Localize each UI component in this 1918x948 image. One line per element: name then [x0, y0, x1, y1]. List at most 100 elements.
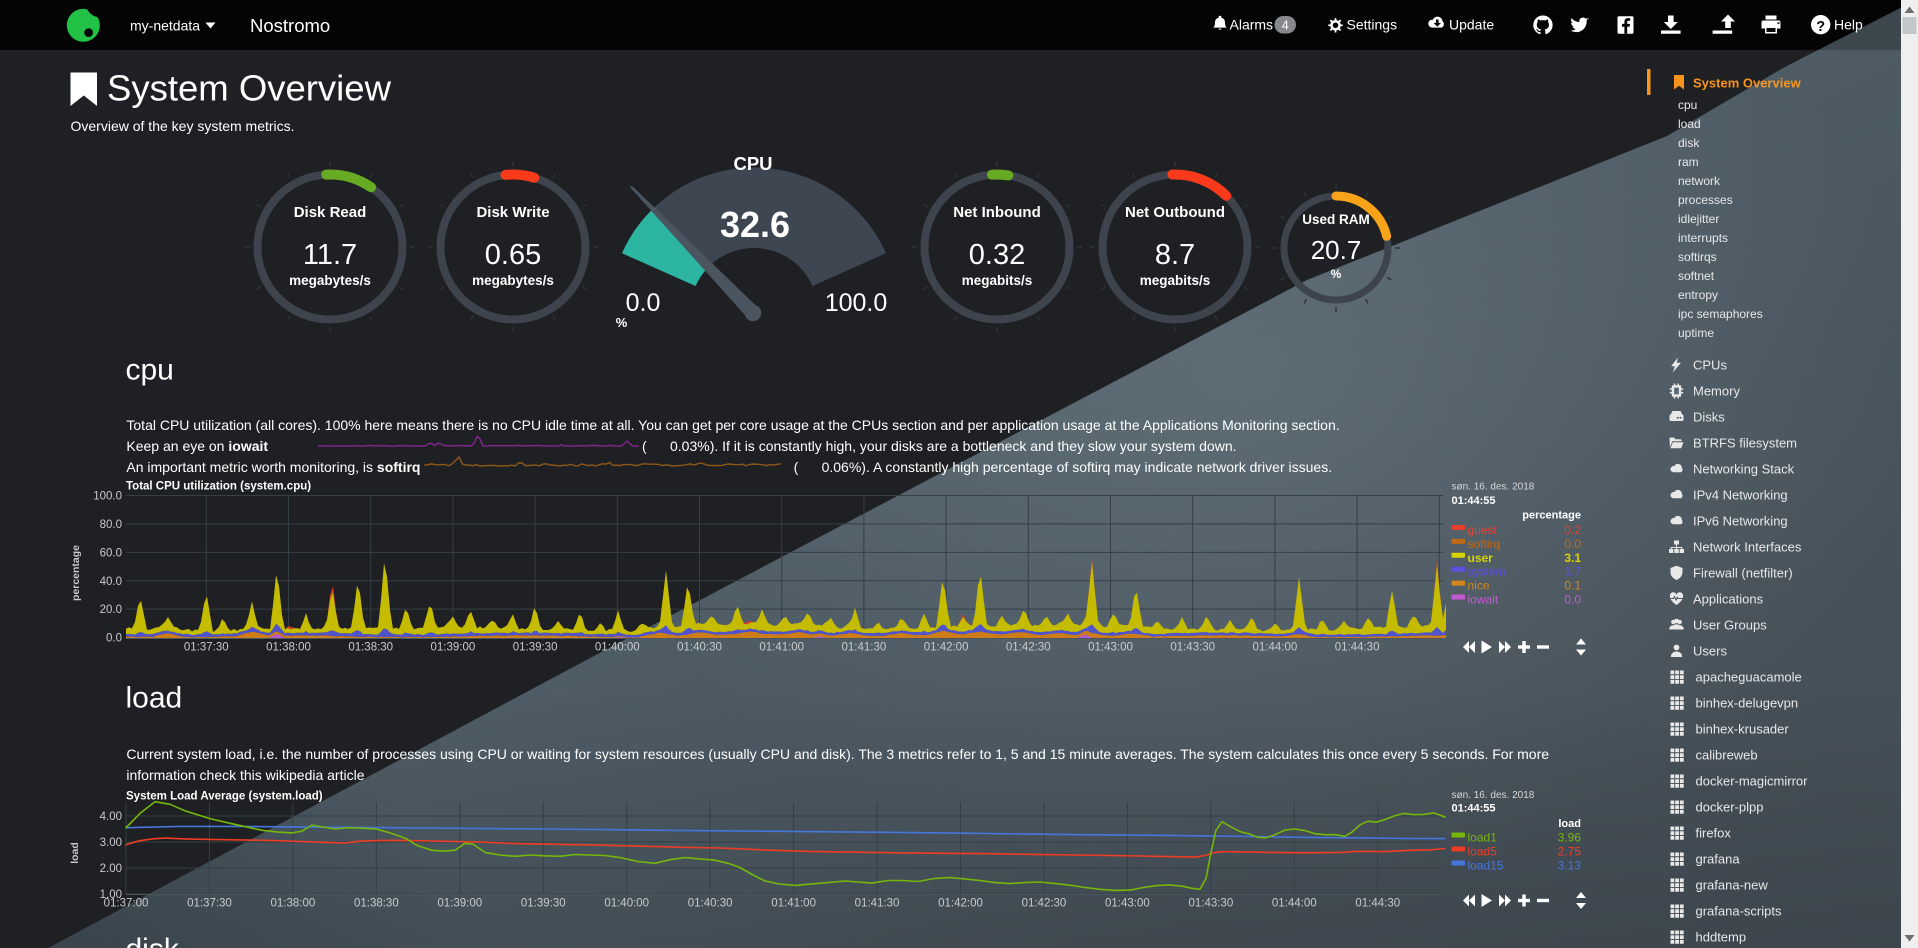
- svg-text:32.6: 32.6: [720, 204, 790, 245]
- svg-text:01:44:00: 01:44:00: [1272, 898, 1317, 910]
- svg-text:cpu: cpu: [1678, 98, 1697, 112]
- svg-text:CPUs: CPUs: [1693, 357, 1727, 372]
- svg-text:grafana-scripts: grafana-scripts: [1696, 903, 1782, 918]
- svg-text:IPv6 Networking: IPv6 Networking: [1693, 513, 1788, 528]
- svg-text:0.0: 0.0: [1564, 593, 1581, 607]
- svg-text:load: load: [126, 682, 183, 715]
- svg-text:4.00: 4.00: [100, 811, 122, 823]
- svg-text:01:42:30: 01:42:30: [1022, 898, 1067, 910]
- svg-text:0.0: 0.0: [106, 633, 122, 645]
- svg-text:01:44:55: 01:44:55: [1452, 803, 1496, 815]
- svg-text:hddtemp: hddtemp: [1696, 929, 1747, 944]
- svg-text:grafana-new: grafana-new: [1696, 877, 1769, 892]
- svg-text:2.00: 2.00: [100, 863, 122, 875]
- svg-text:01:41:30: 01:41:30: [842, 642, 887, 654]
- svg-text:01:39:30: 01:39:30: [521, 898, 566, 910]
- svg-text:network: network: [1678, 174, 1721, 188]
- svg-text:Applications: Applications: [1693, 591, 1764, 606]
- svg-text:01:37:30: 01:37:30: [184, 642, 229, 654]
- svg-text:2.75: 2.75: [1558, 845, 1582, 859]
- svg-text:CPU: CPU: [733, 153, 772, 174]
- svg-text:Total CPU utilization (all cor: Total CPU utilization (all cores). 100% …: [126, 417, 1339, 433]
- svg-text:Users: Users: [1693, 643, 1727, 658]
- svg-text:%: %: [616, 315, 628, 330]
- svg-text:megabits/s: megabits/s: [962, 273, 1033, 288]
- svg-text:system: system: [1468, 565, 1506, 579]
- svg-text:my-netdata: my-netdata: [130, 18, 200, 34]
- svg-text:0.32: 0.32: [969, 239, 1025, 271]
- svg-text:iowait: iowait: [1468, 593, 1499, 607]
- svg-text:binhex-delugevpn: binhex-delugevpn: [1696, 695, 1799, 710]
- svg-text:01:44:55: 01:44:55: [1452, 495, 1496, 507]
- svg-text:3.96: 3.96: [1558, 831, 1582, 845]
- svg-text:( 0.03%). If it is consta: ( 0.03%). If it is constantly high, your…: [642, 438, 1237, 454]
- svg-text:01:38:30: 01:38:30: [354, 898, 399, 910]
- svg-text:System Load Average (system.lo: System Load Average (system.load): [126, 791, 323, 803]
- svg-text:80.0: 80.0: [100, 519, 122, 531]
- svg-text:binhex-krusader: binhex-krusader: [1696, 721, 1790, 736]
- svg-text:softirqs: softirqs: [1678, 250, 1717, 264]
- svg-text:Help: Help: [1834, 17, 1863, 33]
- svg-text:Overview of the key system met: Overview of the key system metrics.: [71, 118, 295, 134]
- svg-text:01:40:30: 01:40:30: [677, 642, 722, 654]
- svg-text:0.1: 0.1: [1564, 579, 1581, 593]
- svg-text:01:37:00: 01:37:00: [104, 898, 149, 910]
- svg-text:Settings: Settings: [1347, 17, 1398, 33]
- svg-text:grafana: grafana: [1696, 851, 1741, 866]
- svg-text:Nostromo: Nostromo: [250, 15, 330, 36]
- svg-text:disk: disk: [1678, 136, 1700, 150]
- svg-text:Net Inbound: Net Inbound: [953, 204, 1040, 221]
- svg-text:3.1: 3.1: [1564, 551, 1581, 565]
- svg-text:Total CPU utilization (system.: Total CPU utilization (system.cpu): [126, 480, 311, 492]
- svg-text:( 0.06%). A constantly hi: ( 0.06%). A constantly high percentage o…: [794, 459, 1333, 475]
- svg-text:søn. 16. des. 2018: søn. 16. des. 2018: [1452, 790, 1535, 801]
- svg-text:01:39:00: 01:39:00: [437, 898, 482, 910]
- svg-text:8.7: 8.7: [1155, 239, 1195, 271]
- svg-text:01:40:00: 01:40:00: [595, 642, 640, 654]
- svg-text:Update: Update: [1449, 17, 1494, 33]
- svg-text:disk: disk: [126, 933, 180, 948]
- svg-text:01:41:30: 01:41:30: [855, 898, 900, 910]
- svg-text:Current system load, i.e. the: Current system load, i.e. the number of …: [126, 746, 1549, 762]
- svg-text:load1: load1: [1468, 831, 1498, 845]
- svg-text:20.0: 20.0: [100, 604, 122, 616]
- svg-text:ram: ram: [1678, 155, 1699, 169]
- svg-text:01:42:30: 01:42:30: [1006, 642, 1051, 654]
- svg-text:01:39:30: 01:39:30: [513, 642, 558, 654]
- svg-text:idlejitter: idlejitter: [1678, 212, 1719, 226]
- svg-text:?: ?: [1816, 19, 1825, 35]
- svg-text:load15: load15: [1468, 859, 1504, 873]
- svg-text:0.2: 0.2: [1564, 523, 1581, 537]
- svg-text:User Groups: User Groups: [1693, 617, 1767, 632]
- svg-text:60.0: 60.0: [100, 547, 122, 559]
- svg-text:0.0: 0.0: [626, 289, 661, 317]
- svg-text:Net Outbound: Net Outbound: [1125, 204, 1225, 221]
- svg-text:01:44:30: 01:44:30: [1355, 898, 1400, 910]
- svg-text:11.7: 11.7: [303, 239, 357, 271]
- svg-text:01:44:00: 01:44:00: [1253, 642, 1298, 654]
- svg-text:01:40:30: 01:40:30: [688, 898, 733, 910]
- svg-text:Disks: Disks: [1693, 409, 1725, 424]
- svg-text:%: %: [1331, 267, 1342, 281]
- svg-text:1.00: 1.00: [100, 889, 122, 901]
- svg-text:1.7: 1.7: [1564, 565, 1581, 579]
- svg-text:søn. 16. des. 2018: søn. 16. des. 2018: [1452, 481, 1535, 492]
- svg-text:guest: guest: [1468, 523, 1498, 537]
- svg-text:megabytes/s: megabytes/s: [289, 273, 371, 288]
- svg-text:01:42:00: 01:42:00: [938, 898, 983, 910]
- svg-text:01:38:30: 01:38:30: [348, 642, 393, 654]
- svg-text:System Overview: System Overview: [107, 68, 392, 109]
- svg-text:megabytes/s: megabytes/s: [472, 273, 554, 288]
- svg-text:uptime: uptime: [1678, 326, 1714, 340]
- svg-text:100.0: 100.0: [93, 491, 122, 503]
- svg-text:01:37:30: 01:37:30: [187, 898, 232, 910]
- svg-text:System Overview: System Overview: [1693, 75, 1802, 90]
- svg-text:load5: load5: [1468, 845, 1498, 859]
- svg-text:processes: processes: [1678, 193, 1733, 207]
- svg-text:01:39:00: 01:39:00: [431, 642, 476, 654]
- svg-text:nice: nice: [1468, 579, 1490, 593]
- svg-text:softnet: softnet: [1678, 269, 1715, 283]
- svg-text:01:44:30: 01:44:30: [1335, 642, 1380, 654]
- svg-text:ipc semaphores: ipc semaphores: [1678, 307, 1763, 321]
- svg-text:BTRFS filesystem: BTRFS filesystem: [1693, 435, 1797, 450]
